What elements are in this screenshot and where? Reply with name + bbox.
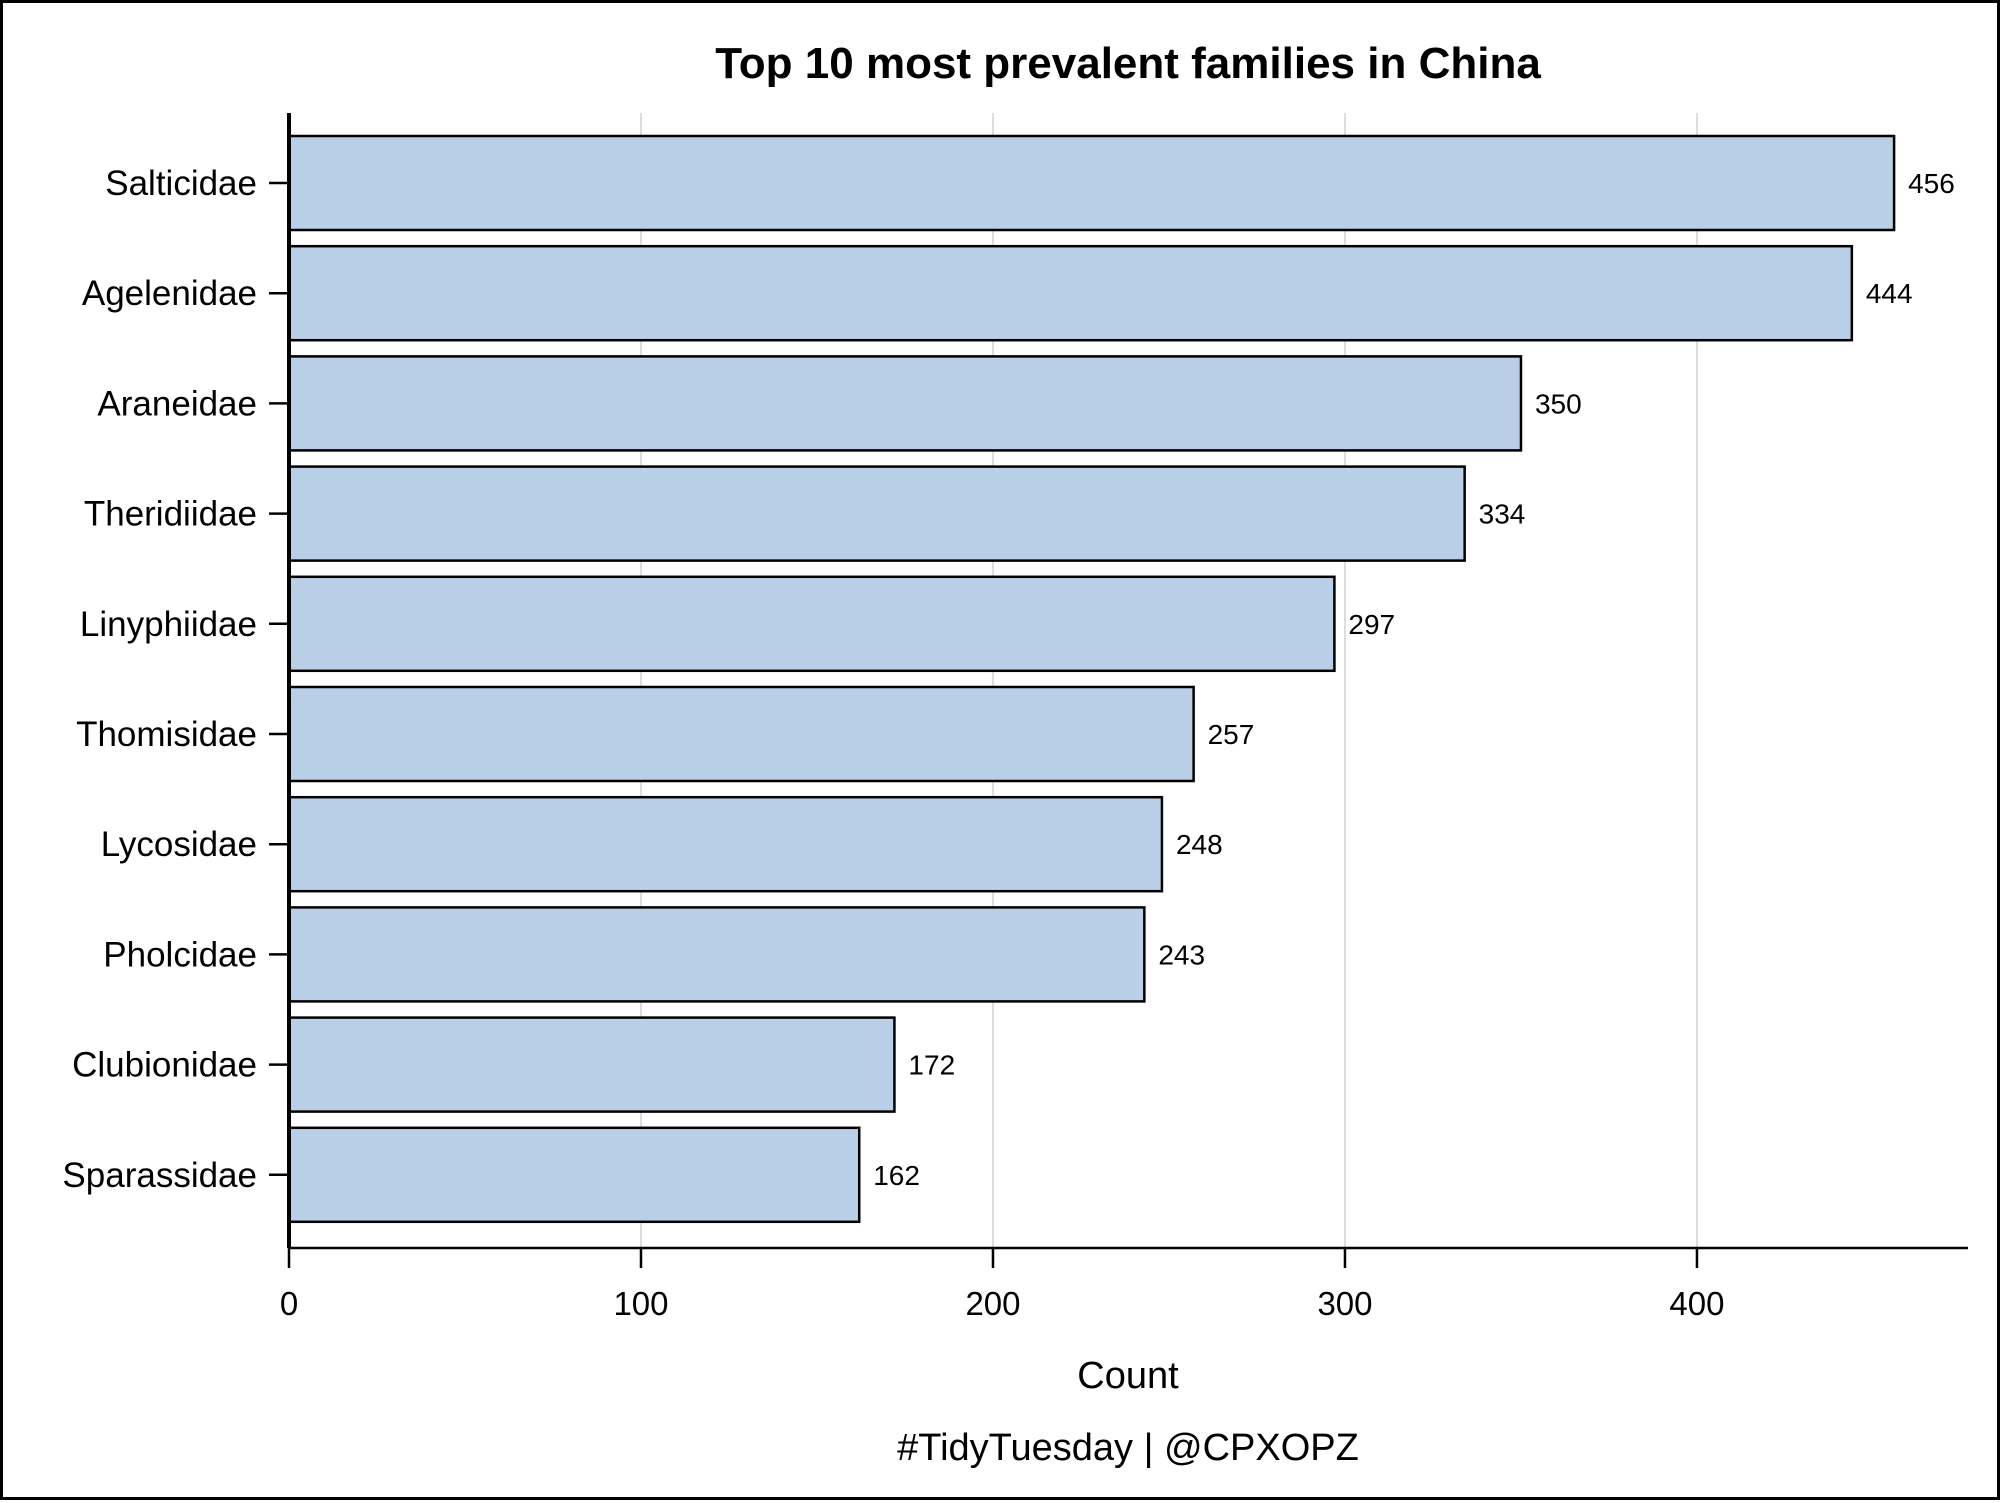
x-tick-label-400: 400 [1669, 1285, 1724, 1322]
bar-linyphiidae [287, 575, 1336, 673]
x-tick-label-300: 300 [1317, 1285, 1372, 1322]
bar-salticidae [287, 134, 1896, 232]
chart-caption: #TidyTuesday | @CPXOPZ [897, 1427, 1359, 1469]
data-label-sparassidae: 162 [873, 1160, 920, 1191]
y-tick-label-pholcidae: Pholcidae [103, 935, 257, 974]
bar-agelenidae [287, 244, 1854, 342]
y-tick-label-theridiidae: Theridiidae [84, 495, 257, 534]
y-tick-label-lycosidae: Lycosidae [101, 825, 257, 864]
data-label-agelenidae: 444 [1866, 278, 1913, 309]
chart-title: Top 10 most prevalent families in China [715, 39, 1541, 88]
bar-clubionidae [287, 1016, 896, 1113]
bar-chart: Salticidae Agelenidae Araneidae Theridiidae… [62, 39, 1968, 1469]
data-label-clubionidae: 172 [908, 1050, 955, 1081]
bar-araneidae [287, 355, 1523, 452]
axes [287, 113, 1968, 1250]
y-tick-label-agelenidae: Agelenidae [82, 274, 257, 313]
y-tick-label-salticidae: Salticidae [105, 164, 257, 203]
y-tick-label-araneidae: Araneidae [97, 384, 257, 423]
data-label-salticidae: 456 [1908, 168, 1955, 199]
bar-theridiidae [287, 465, 1466, 562]
data-label-thomisidae: 257 [1208, 719, 1255, 750]
bar-thomisidae [287, 685, 1195, 783]
data-label-pholcidae: 243 [1158, 939, 1205, 970]
y-tick-label-clubionidae: Clubionidae [72, 1046, 257, 1085]
data-label-lycosidae: 248 [1176, 829, 1223, 860]
y-tick-label-sparassidae: Sparassidae [62, 1156, 257, 1195]
data-label-araneidae: 350 [1535, 388, 1582, 419]
bars [287, 134, 1896, 1224]
x-tick-label-100: 100 [613, 1285, 668, 1322]
y-axis-ticks: Salticidae Agelenidae Araneidae Theridiidae… [62, 164, 289, 1195]
data-labels: 456 444 350 334 297 257 248 243 172 162 [873, 168, 1955, 1191]
x-axis-title: Count [1077, 1355, 1179, 1397]
x-tick-label-0: 0 [280, 1285, 298, 1322]
bar-pholcidae [287, 906, 1146, 1003]
bar-sparassidae [287, 1126, 861, 1224]
data-label-theridiidae: 334 [1479, 499, 1526, 530]
y-tick-label-thomisidae: Thomisidae [76, 715, 257, 754]
x-tick-label-200: 200 [965, 1285, 1020, 1322]
bar-lycosidae [287, 795, 1164, 893]
y-tick-label-linyphiidae: Linyphiidae [80, 605, 257, 644]
x-axis-ticks: 0 100 200 300 400 [280, 1248, 1724, 1322]
data-label-linyphiidae: 297 [1348, 609, 1395, 640]
